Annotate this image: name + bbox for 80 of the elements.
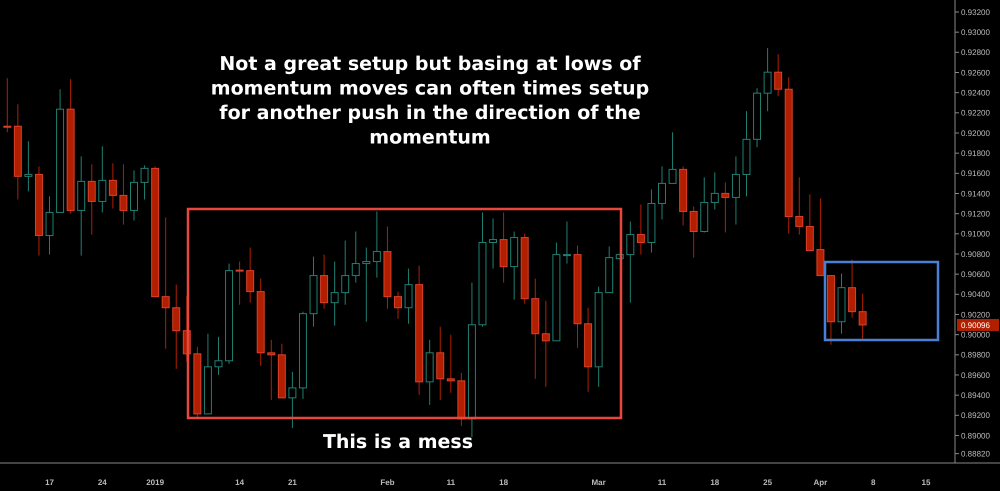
candlestick: [24, 140, 32, 192]
candlestick: [3, 78, 12, 133]
x-tick-label: 24: [98, 478, 108, 487]
candlestick: [46, 196, 54, 256]
candlestick: [721, 182, 730, 234]
x-tick-label: 15: [922, 478, 931, 487]
candlestick: [394, 291, 402, 320]
y-tick-label: 0.90600: [961, 270, 990, 279]
y-tick-label: 0.91400: [961, 189, 990, 198]
y-tick-label: 0.89200: [961, 411, 990, 420]
candlestick: [542, 300, 550, 388]
y-tick-label: 0.90000: [961, 330, 990, 340]
candlestick: [658, 166, 666, 220]
candlestick: [710, 172, 719, 210]
y-tick-label: 0.89400: [961, 390, 990, 400]
x-tick-label: 18: [499, 478, 509, 487]
x-tick-label: 8: [870, 478, 876, 487]
candlestick: [98, 146, 106, 213]
candlestick: [732, 156, 740, 226]
y-tick-label: 0.93000: [961, 28, 990, 37]
y-tick-label: 0.91800: [961, 148, 990, 158]
candlestick: [372, 210, 381, 278]
y-tick-label: 0.92600: [961, 68, 990, 78]
candlestick: [288, 371, 296, 428]
candlestick: [489, 218, 498, 270]
y-tick-label: 0.93200: [961, 8, 990, 17]
candlestick: [668, 132, 677, 184]
x-tick-label: 21: [288, 478, 298, 487]
candlestick: [162, 216, 170, 350]
candlestick: [88, 164, 96, 236]
candlestick: [214, 336, 222, 376]
x-tick-label: Apr: [814, 478, 828, 487]
candlestick: [267, 339, 276, 400]
x-tick-label: 18: [710, 478, 720, 487]
y-tick-label: 0.91200: [961, 209, 990, 218]
candlestick: [562, 221, 571, 264]
candlestick: [108, 162, 117, 209]
y-tick-label: 0.92000: [961, 128, 990, 138]
candlestick: [352, 231, 360, 284]
y-tick-label: 0.88820: [961, 449, 990, 458]
x-tick-label: 2019: [146, 478, 165, 487]
y-tick-label: 0.90200: [961, 310, 990, 320]
x-tick-label: 14: [235, 478, 245, 487]
y-tick-label: 0.91000: [961, 230, 990, 239]
candlestick: [362, 247, 370, 322]
candlestick: [172, 284, 180, 370]
candlestick: [795, 176, 804, 236]
x-tick-label: 11: [446, 478, 456, 487]
candlestick: [236, 261, 244, 306]
candlestick: [848, 259, 856, 318]
x-tick-label: 17: [45, 478, 55, 487]
candlestick: [404, 268, 413, 324]
y-tick-label: 0.92400: [961, 88, 990, 98]
y-tick-label: 0.92200: [961, 108, 990, 118]
y-tick-label: 0.90400: [961, 290, 990, 300]
candlestick: [446, 334, 455, 394]
candlestick: [764, 48, 772, 112]
x-tick-label: 25: [763, 478, 773, 487]
candlestick: [341, 240, 350, 306]
candlestick: [626, 221, 634, 304]
candlestick: [690, 206, 698, 258]
candlestick: [246, 247, 254, 304]
y-tick-label: 0.89800: [961, 350, 990, 360]
candlestick: [119, 164, 128, 226]
annotation: Not a great setup but basing at lows of momentum moves can often times setup for another push in the direction of the momentum: [210, 53, 650, 148]
candlestick: [858, 293, 867, 340]
y-tick-label: 0.89000: [961, 431, 990, 440]
y-tick-label: 0.91600: [961, 169, 990, 178]
candlestick: [636, 204, 645, 256]
annotation: This is a mess: [322, 431, 474, 453]
candlestick: [330, 261, 339, 326]
y-tick-label: 0.90800: [961, 250, 990, 259]
x-tick-label: 11: [658, 478, 667, 487]
candlestick: [140, 164, 149, 200]
x-tick-label: Mar: [592, 478, 606, 487]
candlestick: [774, 54, 782, 97]
y-tick-label: 0.92800: [961, 48, 990, 58]
text: 0.90096: [961, 320, 990, 330]
x-tick-label: Feb: [380, 478, 395, 487]
y-tick-label: 0.89600: [961, 370, 990, 380]
